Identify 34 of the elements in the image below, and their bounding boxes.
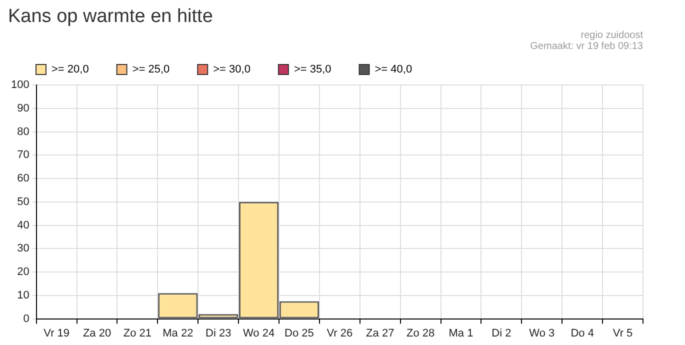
y-tick-label: 10 — [17, 289, 30, 302]
y-tick-label: 70 — [17, 149, 30, 162]
x-tick-label: Do 4 — [570, 327, 594, 340]
x-tick-label: Ma 22 — [162, 327, 194, 340]
x-tick-label: Vr 5 — [612, 327, 633, 340]
y-tick-label: 100 — [10, 79, 30, 92]
x-tick-label: Do 25 — [284, 327, 314, 340]
y-tick-label: 80 — [17, 126, 30, 138]
x-tick-label: Za 27 — [366, 327, 394, 340]
x-tick-label: Di 23 — [206, 327, 232, 340]
y-tick-label: 30 — [17, 242, 30, 255]
chart-title: Kans op warmte en hitte — [8, 6, 213, 28]
x-tick-label: Di 2 — [492, 327, 512, 340]
legend-label: >= 40,0 — [374, 64, 412, 76]
x-tick-label: Vr 26 — [326, 327, 353, 340]
y-tick-label: 90 — [17, 102, 30, 114]
y-tick-label: 40 — [17, 219, 30, 232]
y-tick-label: 60 — [17, 172, 30, 185]
text: Gemaakt: vr 19 feb 09:13 — [530, 41, 643, 52]
x-tick-label: Ma 1 — [448, 327, 474, 340]
x-tick-label: Wo 24 — [242, 327, 275, 340]
legend-label: >= 30,0 — [213, 64, 250, 76]
legend-label: >= 25,0 — [132, 64, 170, 76]
legend-label: >= 35,0 — [294, 64, 332, 76]
text: regio zuidoost — [580, 30, 643, 41]
x-tick-label: Zo 28 — [406, 327, 435, 340]
legend-label: >= 20,0 — [52, 64, 89, 76]
y-tick-label: 0 — [23, 312, 30, 325]
x-tick-label: Wo 3 — [529, 327, 555, 340]
x-tick-label: Vr 19 — [44, 327, 70, 340]
y-tick-label: 20 — [17, 266, 30, 278]
x-tick-label: Za 20 — [82, 327, 112, 340]
x-tick-label: Zo 21 — [123, 327, 152, 340]
y-tick-label: 50 — [17, 196, 30, 208]
